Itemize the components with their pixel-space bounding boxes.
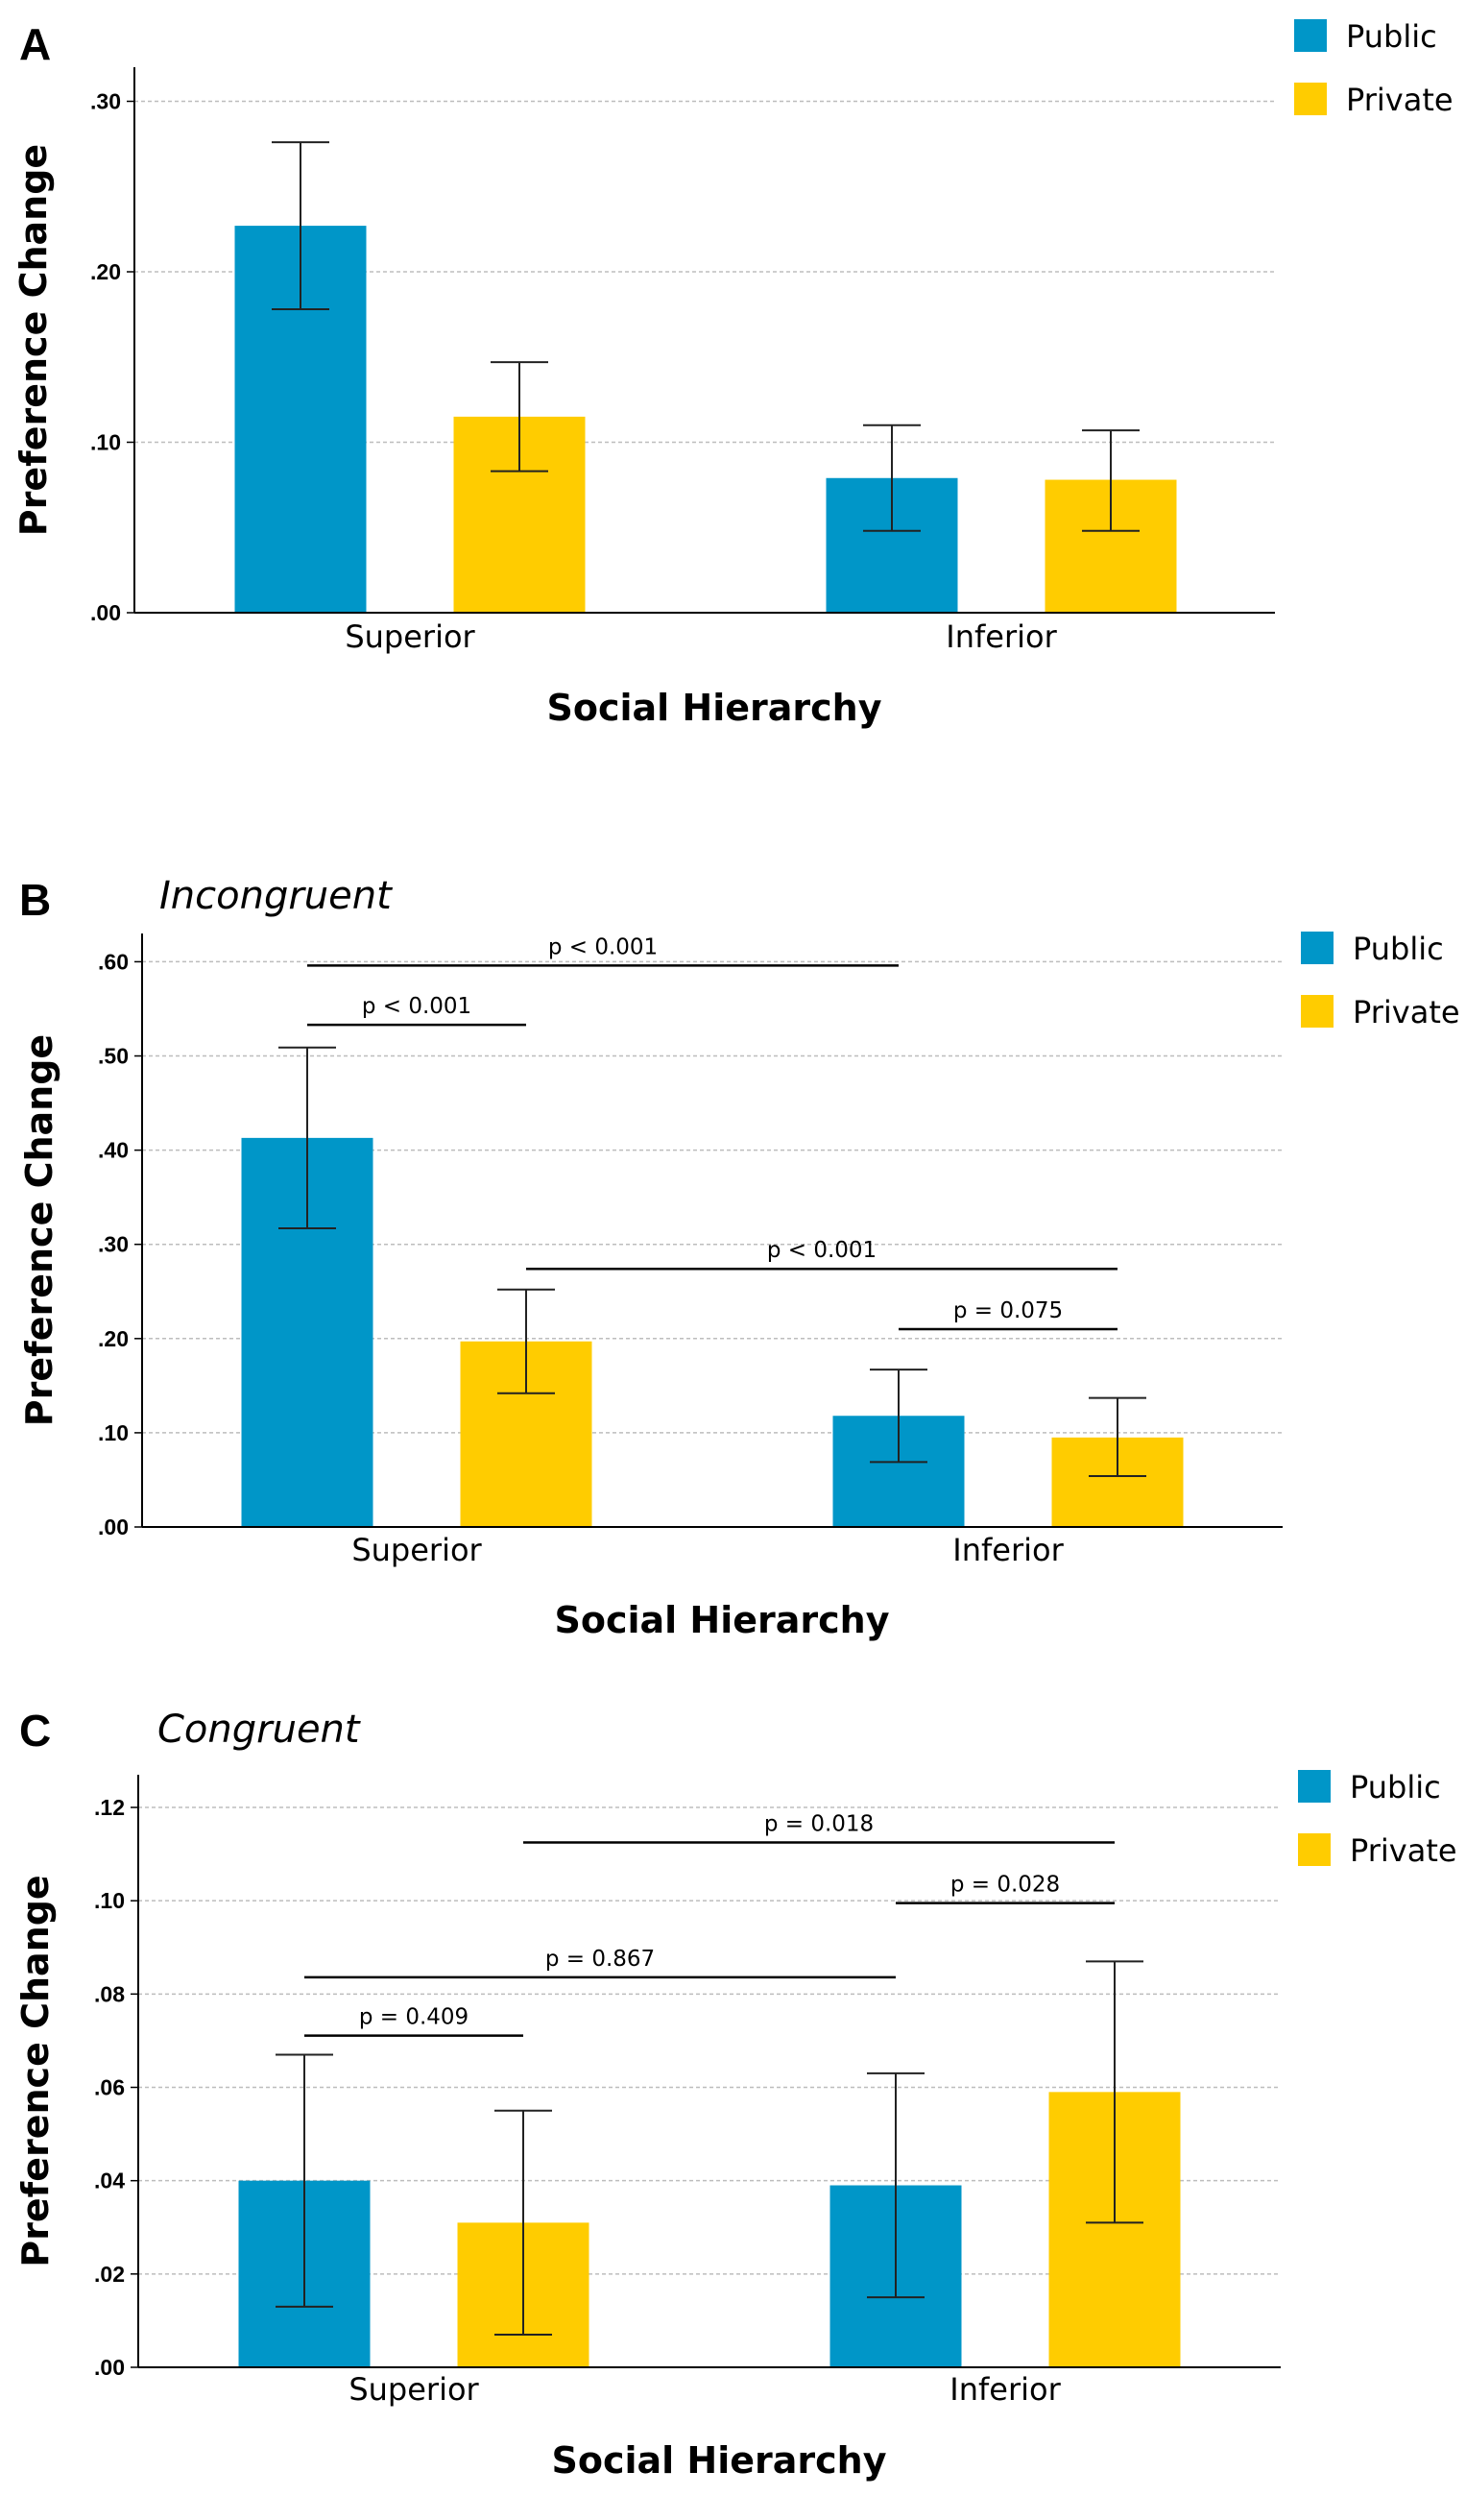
error-bar <box>276 2053 333 2308</box>
panel-letter: B <box>19 875 51 925</box>
error-bar <box>278 1046 336 1230</box>
y-tick-label: .02 <box>94 2262 125 2287</box>
legend: Public Private <box>1294 18 1454 118</box>
x-category-label: Superior <box>351 1532 482 1568</box>
legend-swatch-private <box>1298 1833 1331 1866</box>
chart-panel-c: C Congruent .00 .02 .04 .06 .08 .10 .12 Superior I… <box>14 1706 1457 2482</box>
panel-subtitle: Congruent <box>157 1708 361 1752</box>
error-bar <box>494 2109 552 2336</box>
significance-label: p = 0.018 <box>764 1811 874 1836</box>
x-category-label: Inferior <box>946 618 1057 655</box>
legend-label-public: Public <box>1346 18 1437 55</box>
legend-swatch-private <box>1301 995 1334 1028</box>
x-category-label: Superior <box>348 2371 479 2408</box>
error-bar <box>491 361 548 472</box>
significance-label: p = 0.075 <box>953 1298 1063 1323</box>
y-axis-title: Preference Change <box>12 144 55 536</box>
significance-bracket: p < 0.001 <box>307 934 899 967</box>
legend-label-private: Private <box>1353 994 1460 1030</box>
y-tick-label: .20 <box>90 259 121 284</box>
error-bar <box>1082 429 1140 532</box>
x-axis-title: Social Hierarchy <box>555 1599 890 1641</box>
x-axis-title: Social Hierarchy <box>552 2439 887 2482</box>
chart-panel-a: A .00 .10 .20 .30 Superior Inferior Social Hier… <box>12 18 1454 729</box>
legend-swatch-public <box>1301 932 1334 964</box>
significance-label: p < 0.001 <box>548 934 658 959</box>
y-axis-title: Preference Change <box>14 1875 57 2266</box>
legend-swatch-public <box>1294 19 1327 52</box>
panel-subtitle: Incongruent <box>159 874 393 918</box>
significance-bracket: p = 0.409 <box>304 2005 523 2037</box>
significance-bracket: p = 0.867 <box>304 1947 896 1979</box>
y-tick-label: .30 <box>98 1232 129 1257</box>
y-tick-label: .50 <box>98 1044 129 1069</box>
y-tick-label: .10 <box>94 1888 125 1913</box>
significance-label: p = 0.409 <box>359 2005 469 2030</box>
y-tick-label: .08 <box>94 1981 125 2006</box>
legend-swatch-private <box>1294 83 1327 115</box>
y-tick-label: .10 <box>98 1420 129 1445</box>
legend: Public Private <box>1301 931 1460 1030</box>
error-bar <box>272 141 329 311</box>
legend-label-private: Private <box>1350 1832 1457 1869</box>
significance-label: p < 0.001 <box>362 994 471 1019</box>
legend-label-public: Public <box>1353 931 1444 967</box>
panel-letter: A <box>19 19 51 69</box>
y-tick-label: .00 <box>94 2355 125 2380</box>
y-tick-label: .12 <box>94 1795 125 1820</box>
y-tick-label: .06 <box>94 2075 125 2100</box>
y-tick-label: .60 <box>98 949 129 974</box>
y-tick-label: .20 <box>98 1326 129 1351</box>
y-tick-label: .04 <box>94 2169 125 2193</box>
error-bar <box>497 1288 555 1394</box>
x-category-label: Inferior <box>952 1532 1064 1568</box>
significance-label: p = 0.867 <box>545 1947 655 1972</box>
error-bar <box>867 2072 925 2299</box>
legend-label-public: Public <box>1350 1769 1441 1805</box>
significance-label: p = 0.028 <box>950 1873 1060 1898</box>
legend-label-private: Private <box>1346 82 1454 118</box>
legend: Public Private <box>1298 1769 1457 1869</box>
x-category-label: Inferior <box>949 2371 1061 2408</box>
chart-panel-b: B Incongruent .00 .10 .20 .30 .40 .50 .60 Superio… <box>18 874 1460 1641</box>
significance-label: p < 0.001 <box>767 1238 877 1263</box>
significance-bracket: p = 0.018 <box>523 1811 1115 1844</box>
error-bar <box>870 1369 927 1464</box>
y-tick-label: .40 <box>98 1138 129 1163</box>
significance-bracket: p < 0.001 <box>526 1238 1118 1271</box>
y-tick-label: .00 <box>90 600 121 625</box>
panel-letter: C <box>19 1706 51 1756</box>
x-axis-title: Social Hierarchy <box>547 687 882 729</box>
significance-bracket: p = 0.075 <box>899 1298 1118 1331</box>
significance-bracket: p = 0.028 <box>896 1873 1115 1904</box>
error-bar <box>1089 1396 1146 1478</box>
legend-swatch-public <box>1298 1770 1331 1803</box>
y-tick-label: .00 <box>98 1514 129 1539</box>
y-tick-label: .10 <box>90 430 121 455</box>
significance-bracket: p < 0.001 <box>307 994 526 1027</box>
x-category-label: Superior <box>345 618 475 655</box>
error-bar <box>863 424 921 532</box>
y-axis-title: Preference Change <box>18 1034 60 1426</box>
y-tick-label: .30 <box>90 89 121 114</box>
error-bar <box>1086 1960 1143 2224</box>
